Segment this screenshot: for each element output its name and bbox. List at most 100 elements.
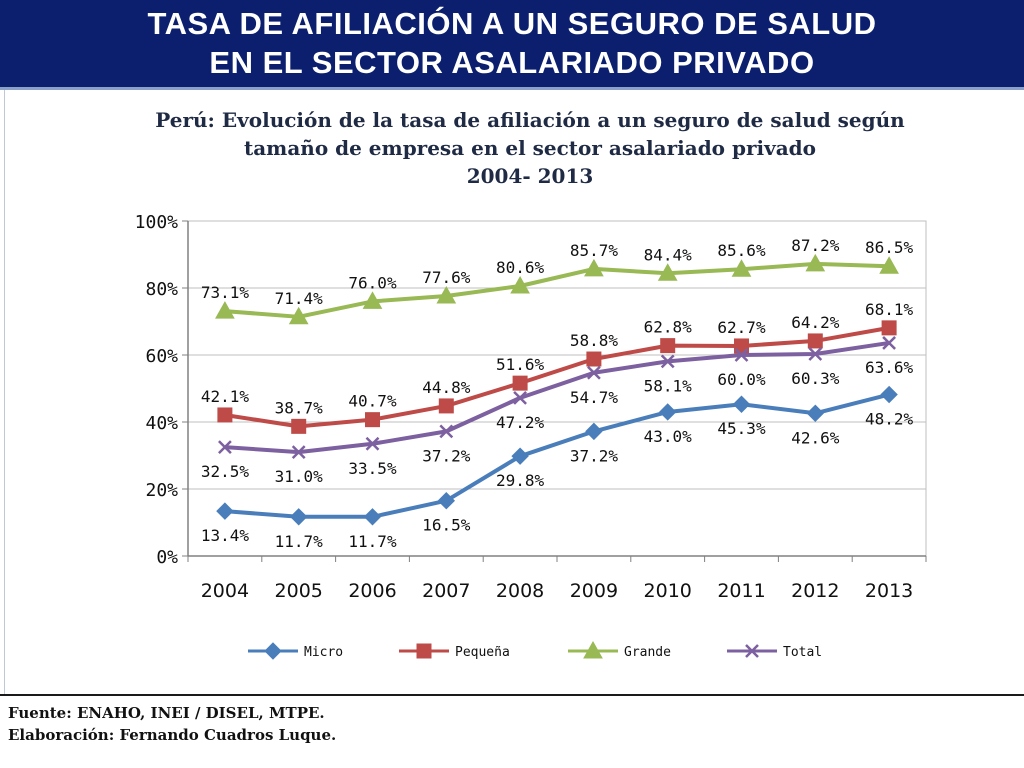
x-tick-label: 2012 (791, 580, 839, 602)
point-grande (879, 256, 899, 274)
data-label-grande: 86.5% (865, 238, 914, 257)
point-total (365, 436, 380, 451)
point-total (291, 445, 306, 460)
credit-text: Elaboración: Fernando Cuadros Luque. (8, 726, 337, 744)
data-label-micro: 29.8% (496, 471, 545, 490)
legend-label-total: Total (783, 645, 822, 660)
point-total (808, 347, 823, 361)
y-tick-label: 80% (145, 279, 178, 300)
data-label-total: 63.6% (865, 358, 914, 377)
point-grande (510, 275, 530, 294)
point-grande (362, 291, 383, 309)
point-micro (437, 492, 456, 510)
data-label-micro: 13.4% (201, 526, 250, 545)
legend-marker-grande (583, 640, 603, 659)
x-tick-label: 2007 (422, 580, 470, 602)
data-label-grande: 73.1% (201, 283, 250, 302)
data-label-pequea: 58.8% (570, 331, 619, 350)
point-grande (288, 306, 309, 325)
point-total (218, 440, 232, 455)
point-pequea (807, 333, 823, 349)
legend-marker-pequea (416, 643, 432, 659)
slide-header: TASA DE AFILIACIÓN A UN SEGURO DE SALUD … (0, 0, 1024, 87)
data-label-grande: 71.4% (275, 289, 324, 308)
point-pequea (881, 320, 897, 336)
slide-title-line-2: EN EL SECTOR ASALARIADO PRIVADO (209, 45, 815, 80)
point-pequea (291, 418, 307, 434)
x-tick-label: 2009 (570, 580, 618, 602)
data-label-pequea: 68.1% (865, 300, 914, 319)
point-pequea (660, 338, 676, 354)
data-label-total: 47.2% (496, 413, 545, 432)
data-label-micro: 16.5% (422, 516, 471, 535)
legend-label-grande: Grande (624, 645, 671, 660)
point-pequea (438, 398, 454, 414)
x-tick-label: 2010 (644, 580, 692, 602)
y-tick-label: 40% (145, 413, 178, 434)
point-total (513, 390, 527, 405)
legend-marker-total (745, 644, 759, 658)
y-tick-label: 60% (145, 346, 178, 367)
point-pequea (217, 407, 233, 423)
footer-divider (0, 694, 1024, 696)
legend-label-micro: Micro (304, 645, 343, 660)
point-pequea (586, 351, 602, 367)
data-label-grande: 76.0% (348, 273, 397, 292)
data-label-pequea: 62.7% (717, 318, 766, 337)
point-pequea (512, 375, 528, 391)
data-label-pequea: 40.7% (348, 392, 397, 411)
chart-title: Perú: Evolución de la tasa de afiliación… (100, 106, 960, 190)
point-total (660, 354, 675, 369)
data-label-grande: 80.6% (496, 258, 545, 277)
y-tick-label: 100% (135, 212, 179, 233)
point-micro (732, 395, 751, 413)
x-tick-label: 2008 (496, 580, 544, 602)
data-label-micro: 11.7% (348, 532, 397, 551)
x-tick-label: 2011 (717, 580, 765, 602)
legend-label-pequea: Pequeña (455, 645, 510, 660)
data-label-grande: 85.7% (570, 241, 619, 260)
data-label-pequea: 42.1% (201, 387, 250, 406)
data-label-total: 60.3% (791, 369, 840, 388)
data-label-pequea: 64.2% (791, 313, 840, 332)
line-chart: 0% 20% 40% 60% 80% 100% 2004 2005 2006 2007 2008 20… (135, 212, 927, 660)
source-text: Fuente: ENAHO, INEI / DISEL, MTPE. (8, 704, 325, 722)
data-label-grande: 84.4% (644, 245, 693, 264)
point-grande (436, 286, 457, 304)
left-border (4, 90, 5, 695)
point-pequea (365, 412, 380, 428)
point-micro (658, 403, 677, 421)
point-total (587, 365, 601, 380)
point-micro (289, 508, 308, 526)
point-micro (363, 508, 382, 526)
data-label-micro: 42.6% (791, 428, 840, 447)
header-divider (0, 87, 1024, 90)
series-line-pequea (224, 325, 890, 429)
point-micro (585, 422, 603, 441)
point-total (734, 348, 749, 362)
chart-title-line-1: Perú: Evolución de la tasa de afiliación… (155, 108, 905, 132)
point-grande (657, 263, 678, 281)
point-micro (806, 404, 825, 422)
series-line-grande (224, 261, 890, 319)
data-label-total: 33.5% (348, 459, 397, 478)
point-micro (880, 385, 898, 404)
data-label-total: 54.7% (570, 388, 619, 407)
data-label-micro: 45.3% (717, 419, 766, 438)
data-label-pequea: 51.6% (496, 355, 545, 374)
data-label-pequea: 38.7% (275, 398, 324, 417)
point-grande (584, 258, 604, 277)
series-line-total (224, 340, 890, 455)
source-block: Fuente: ENAHO, INEI / DISEL, MTPE. Elabo… (8, 702, 336, 746)
data-label-total: 60.0% (717, 370, 766, 389)
point-micro (511, 447, 529, 465)
x-tick-label: 2006 (348, 580, 396, 602)
point-grande (805, 253, 826, 272)
data-label-total: 37.2% (422, 446, 471, 465)
chart-title-line-3: 2004- 2013 (466, 164, 594, 188)
x-tick-label: 2004 (201, 580, 249, 602)
data-label-micro: 48.2% (865, 410, 914, 429)
x-tick-label: 2005 (275, 580, 323, 602)
x-tick-label: 2013 (865, 580, 913, 602)
data-label-total: 32.5% (201, 462, 250, 481)
